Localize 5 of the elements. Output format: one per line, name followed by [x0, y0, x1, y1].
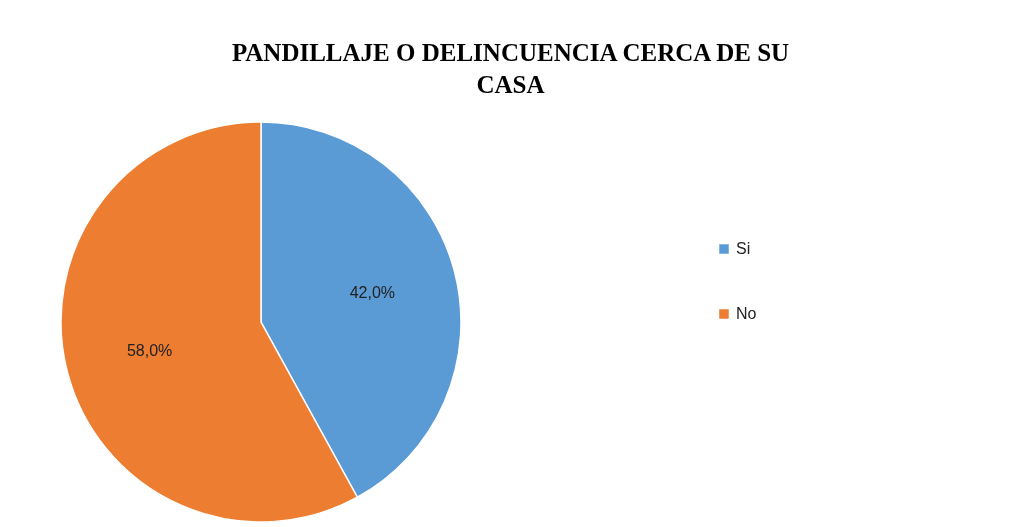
legend-label: No — [736, 305, 757, 322]
chart-title: PANDILLAJE O DELINCUENCIA CERCA DE SU CASA — [231, 39, 790, 98]
data-label: 42,0% — [349, 284, 396, 302]
legend-label: Si — [736, 240, 751, 257]
data-label: 58,0% — [126, 341, 173, 359]
